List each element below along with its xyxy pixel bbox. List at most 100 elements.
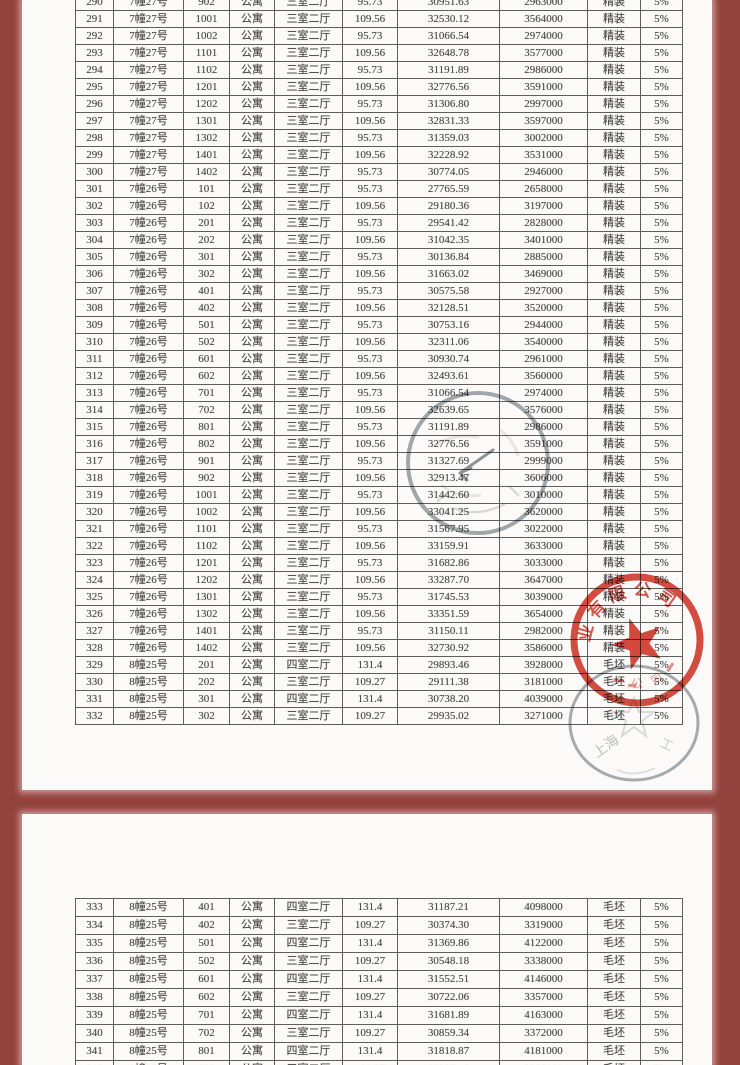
cell-unit-layout: 三室二厅 — [274, 435, 343, 453]
cell-serial-number: 331 — [75, 690, 114, 708]
cell-total-price: 3560000 — [499, 367, 588, 385]
cell-unit-price: 30575.58 — [397, 282, 500, 300]
cell-decoration: 精装 — [587, 265, 641, 283]
cell-serial-number: 320 — [75, 503, 114, 521]
cell-property-type: 公寓 — [229, 180, 275, 198]
cell-serial-number: 300 — [75, 163, 114, 181]
cell-unit-layout: 三室二厅 — [274, 605, 343, 623]
cell-tax-rate: 5% — [640, 656, 683, 674]
table-row: 302 7幢26号 102 公寓 三室二厅 109.56 29180.36 31… — [75, 197, 683, 215]
cell-building-number: 8幢25号 — [113, 952, 184, 971]
cell-total-price: 3531000 — [499, 146, 588, 164]
cell-decoration: 精装 — [587, 384, 641, 402]
cell-unit-layout: 三室二厅 — [274, 27, 343, 45]
cell-unit-layout: 三室二厅 — [274, 214, 343, 232]
cell-tax-rate: 5% — [640, 673, 683, 691]
cell-unit-price: 32228.92 — [397, 146, 500, 164]
cell-unit-layout: 三室二厅 — [274, 44, 343, 62]
cell-building-number: 7幢26号 — [113, 197, 184, 215]
cell-tax-rate: 5% — [640, 639, 683, 657]
cell-decoration: 精装 — [587, 248, 641, 266]
cell-decoration: 精装 — [587, 333, 641, 351]
cell-decoration: 毛坯 — [587, 988, 641, 1007]
cell-tax-rate: 5% — [640, 316, 683, 334]
cell-decoration: 精装 — [587, 520, 641, 538]
cell-unit-layout: 三室二厅 — [274, 180, 343, 198]
cell-building-number: 8幢25号 — [113, 1006, 184, 1025]
table-row: 315 7幢26号 801 公寓 三室二厅 95.73 31191.89 298… — [75, 418, 683, 436]
cell-unit-price: 31191.89 — [397, 61, 500, 79]
table-row: 311 7幢26号 601 公寓 三室二厅 95.73 30930.74 296… — [75, 350, 683, 368]
cell-unit-layout: 三室二厅 — [274, 952, 343, 971]
cell-serial-number: 301 — [75, 180, 114, 198]
table-row: 323 7幢26号 1201 公寓 三室二厅 95.73 31682.86 30… — [75, 554, 683, 572]
table-row: 313 7幢26号 701 公寓 三室二厅 95.73 31066.54 297… — [75, 384, 683, 402]
cell-total-price: 4146000 — [499, 970, 588, 989]
table-row: 333 8幢25号 401 公寓 四室二厅 131.4 31187.21 409… — [75, 898, 683, 917]
cell-serial-number: 322 — [75, 537, 114, 555]
cell-unit-price: 30753.16 — [397, 316, 500, 334]
table-row: 335 8幢25号 501 公寓 四室二厅 131.4 31369.86 412… — [75, 934, 683, 953]
cell-total-price: 3338000 — [499, 952, 588, 971]
cell-unit-price: 31187.21 — [397, 898, 500, 917]
cell-unit-price: 32831.33 — [397, 112, 500, 130]
cell-tax-rate: 5% — [640, 401, 683, 419]
cell-property-type: 公寓 — [229, 673, 275, 691]
cell-decoration: 精装 — [587, 350, 641, 368]
cell-unit-price: 30859.34 — [397, 1024, 500, 1043]
cell-total-price: 4039000 — [499, 690, 588, 708]
cell-decoration: 精装 — [587, 0, 641, 11]
cell-room-number: 1401 — [183, 146, 230, 164]
cell-tax-rate: 5% — [640, 898, 683, 917]
cell-unit-price: 31682.86 — [397, 554, 500, 572]
cell-property-type: 公寓 — [229, 970, 275, 989]
cell-decoration: 精装 — [587, 10, 641, 28]
cell-total-price: 2946000 — [499, 163, 588, 181]
cell-decoration: 毛坯 — [587, 1042, 641, 1061]
cell-unit-price: 33287.70 — [397, 571, 500, 589]
cell-serial-number: 330 — [75, 673, 114, 691]
cell-room-number: 1301 — [183, 588, 230, 606]
cell-property-type: 公寓 — [229, 265, 275, 283]
cell-area: 109.56 — [342, 44, 398, 62]
cell-area: 109.56 — [342, 197, 398, 215]
cell-total-price: 2944000 — [499, 316, 588, 334]
cell-room-number: 101 — [183, 180, 230, 198]
cell-property-type: 公寓 — [229, 916, 275, 935]
cell-serial-number: 304 — [75, 231, 114, 249]
table-row: 303 7幢26号 201 公寓 三室二厅 95.73 29541.42 282… — [75, 214, 683, 232]
cell-area: 95.73 — [342, 554, 398, 572]
cell-serial-number: 332 — [75, 707, 114, 725]
cell-serial-number: 339 — [75, 1006, 114, 1025]
cell-unit-layout: 三室二厅 — [274, 265, 343, 283]
table-row: 339 8幢25号 701 公寓 四室二厅 131.4 31681.89 416… — [75, 1006, 683, 1025]
cell-building-number: 7幢26号 — [113, 333, 184, 351]
cell-serial-number: 325 — [75, 588, 114, 606]
cell-area: 95.73 — [342, 588, 398, 606]
cell-property-type: 公寓 — [229, 605, 275, 623]
cell-area: 109.27 — [342, 916, 398, 935]
cell-area: 95.73 — [342, 248, 398, 266]
cell-serial-number: 302 — [75, 197, 114, 215]
cell-serial-number: 296 — [75, 95, 114, 113]
cell-building-number: 8幢25号 — [113, 1060, 184, 1065]
cell-unit-layout: 三室二厅 — [274, 520, 343, 538]
cell-unit-price: 33351.59 — [397, 605, 500, 623]
cell-building-number: 7幢26号 — [113, 282, 184, 300]
cell-tax-rate: 5% — [640, 0, 683, 11]
cell-unit-layout: 三室二厅 — [274, 95, 343, 113]
cell-building-number: 7幢26号 — [113, 299, 184, 317]
cell-total-price: 3597000 — [499, 112, 588, 130]
cell-room-number: 1101 — [183, 44, 230, 62]
cell-tax-rate: 5% — [640, 197, 683, 215]
cell-unit-layout: 四室二厅 — [274, 1006, 343, 1025]
cell-total-price: 3319000 — [499, 916, 588, 935]
cell-unit-price: 31745.53 — [397, 588, 500, 606]
svg-text:工: 工 — [658, 735, 676, 754]
cell-unit-price: 31818.87 — [397, 1042, 500, 1061]
cell-tax-rate: 5% — [640, 520, 683, 538]
table-row: 301 7幢26号 101 公寓 三室二厅 95.73 27765.59 265… — [75, 180, 683, 198]
cell-tax-rate: 5% — [640, 231, 683, 249]
cell-total-price: 3647000 — [499, 571, 588, 589]
cell-decoration: 精装 — [587, 639, 641, 657]
